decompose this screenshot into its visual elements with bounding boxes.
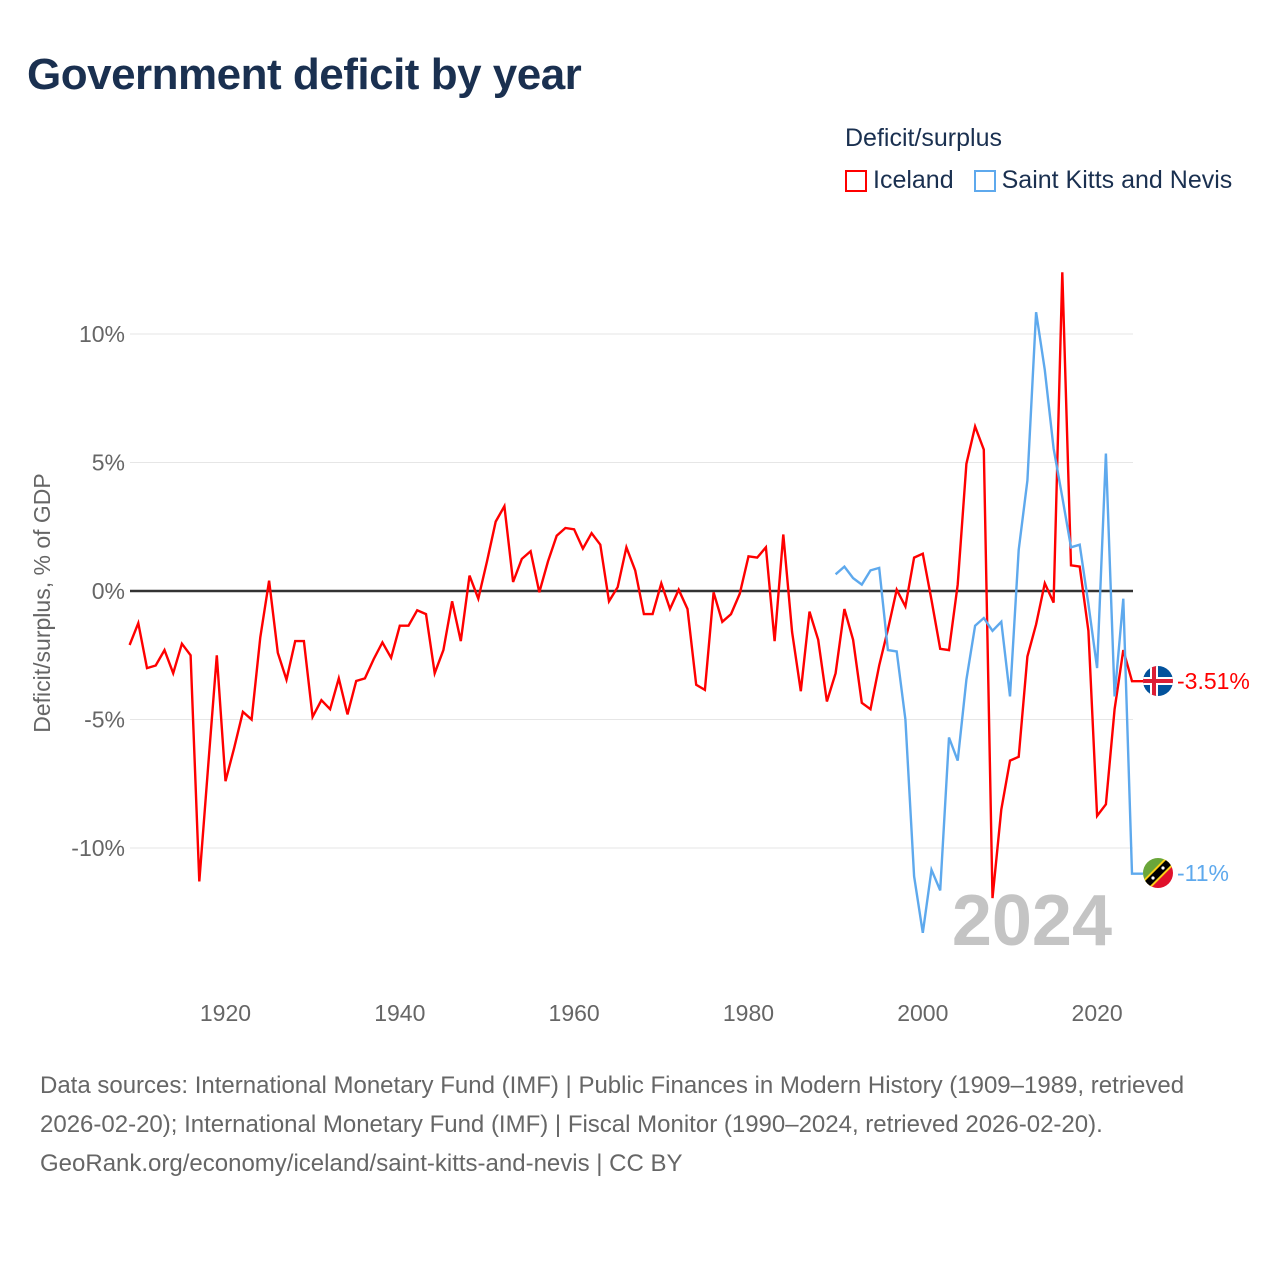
x-tick-label: 1940 [374,1000,425,1026]
legend: Iceland Saint Kitts and Nevis [845,166,1232,195]
y-axis-label: Deficit/surplus, % of GDP [29,473,55,732]
legend-label-iceland: Iceland [873,166,954,194]
legend-swatch-saint-kitts [973,169,996,192]
saint-kitts-end-label: -11% [1177,860,1229,886]
footer: Data sources: International Monetary Fun… [40,1066,1240,1183]
legend-label-saint-kitts: Saint Kitts and Nevis [1001,166,1233,194]
series-line-iceland[interactable] [128,272,1143,899]
legend-swatch-iceland [845,169,867,192]
iceland-end-label: -3.51% [1177,668,1250,694]
y-tick-label: 10% [79,321,125,347]
year-watermark: 2024 [952,881,1112,961]
x-tick-label: 1960 [549,1000,600,1026]
x-tick-label: 2000 [897,1000,948,1026]
legend-item-iceland[interactable]: Iceland [845,166,954,195]
iceland-flag-icon [1143,666,1173,696]
saint-kitts-flag-icon [1143,858,1173,888]
series-line-saint-kitts-and-nevis[interactable] [834,312,1143,933]
x-tick-label: 1980 [723,1000,774,1026]
legend-item-saint-kitts[interactable]: Saint Kitts and Nevis [973,166,1233,195]
y-tick-label: 5% [92,450,125,476]
legend-title: Deficit/surplus [845,124,1002,152]
attribution-link[interactable]: GeoRank.org/economy/iceland/saint-kitts-… [40,1150,683,1177]
chart-title: Government deficit by year [27,50,582,99]
y-tick-label: -10% [71,835,125,861]
x-tick-label: 2020 [1072,1000,1123,1026]
y-tick-label: -5% [84,707,125,733]
line-chart: 10% 5% 0% -5% -10% 1920 1940 1960 1980 2000 2020 2… [29,272,1250,1026]
data-sources: Data sources: International Monetary Fun… [40,1072,1185,1138]
y-tick-label: 0% [92,578,125,604]
x-tick-label: 1920 [200,1000,251,1026]
